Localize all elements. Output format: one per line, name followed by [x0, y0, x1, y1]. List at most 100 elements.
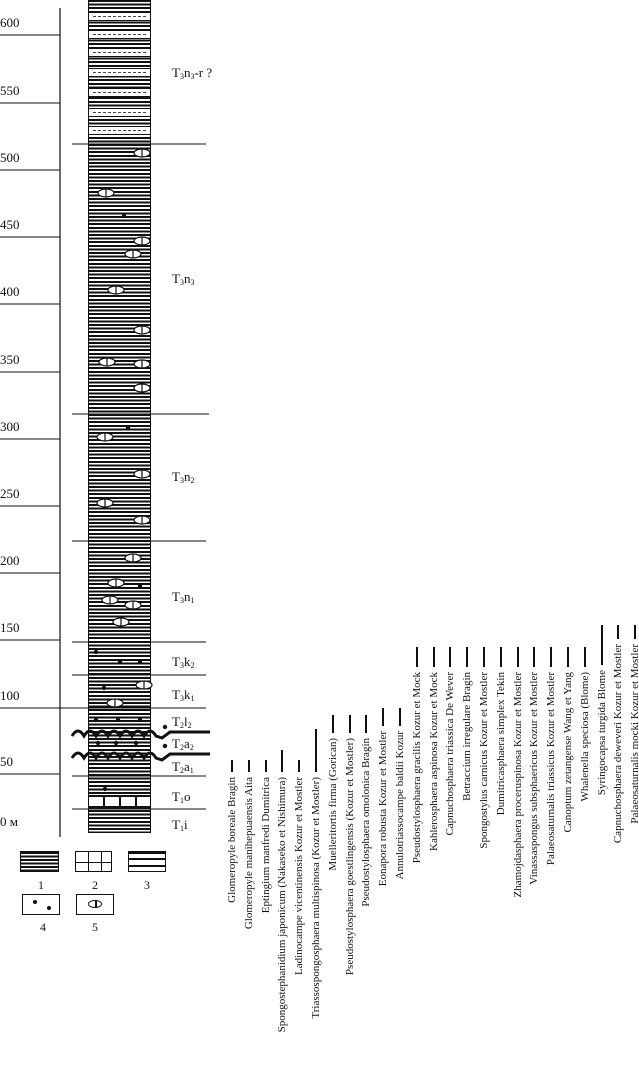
taxon-name: Vinassaspongus subsphaericus Kozur et Mo…: [528, 672, 541, 885]
legend-siltstone-pattern: [128, 851, 166, 872]
range-bar: [315, 729, 317, 772]
unit-label-t3n3: T3n3: [172, 272, 194, 289]
taxon-name: Eonapora robusta Kozur et Mostler: [377, 731, 390, 887]
siltstone-band: [89, 108, 150, 117]
unit-label-part: 1: [190, 596, 195, 605]
unit-label-part: -r ?: [194, 65, 213, 80]
unit-label-part: 2: [189, 743, 194, 752]
unit-label-part: 3: [190, 72, 195, 81]
depth-tick-label: 100: [0, 688, 20, 703]
taxon-name: Pseudostylosphaera goestlingensis (Kozur…: [343, 738, 356, 976]
depth-tick-label: 150: [0, 620, 20, 635]
siltstone-band: [89, 48, 150, 57]
unit-label-part: 3: [179, 596, 184, 605]
range-bar: [432, 647, 435, 667]
taxon-name: Pseudostylosphaera omolonica Bragin: [360, 738, 373, 907]
unit-label-part: T: [172, 736, 180, 751]
unit-label-t3n3-r: T3n3-r ?: [172, 66, 212, 83]
depth-tick-label: 0 м: [0, 814, 18, 829]
unconformity-line: [70, 751, 210, 762]
depth-tick-label: 400: [0, 284, 20, 299]
taxon-name: Syringocapsa turgida Blome: [595, 670, 608, 796]
unit-label-t2a2: T2a2: [172, 737, 194, 754]
range-bar: [466, 647, 469, 667]
legend-number: 3: [144, 878, 150, 892]
range-bar: [399, 708, 401, 726]
taxon-name: Pseudostylosphaera gracilis Kozur et Moc…: [410, 672, 423, 864]
range-bar: [533, 647, 536, 667]
taxon-name: Kahlerosphaera aspinosa Kozur et Mock: [427, 672, 440, 851]
depth-tick-label: 350: [0, 352, 20, 367]
range-bar: [516, 647, 519, 667]
dot-inclusion-icon: [121, 213, 127, 219]
unit-label-part: n: [183, 65, 191, 80]
unit-label-t2a1: T2a1: [172, 760, 194, 777]
range-bar: [617, 625, 620, 639]
range-bar: [550, 647, 553, 667]
unit-label-t3n2: T3n2: [172, 470, 194, 487]
unit-label-part: 1: [190, 694, 195, 703]
unit-label-part: 2: [179, 721, 184, 730]
dot-inclusion-icon: [137, 717, 143, 723]
unit-label-part: i: [183, 817, 188, 832]
dot-inclusion-icon: [137, 659, 143, 665]
range-bar: [365, 715, 368, 733]
taxon-name: Zhamojdasphaera proceruspinosa Kozur et …: [511, 672, 524, 898]
taxon-name: Canoptum zetangense Wang et Yang: [562, 672, 574, 833]
unit-label-part: 2: [179, 766, 184, 775]
unit-label-part: n: [183, 271, 191, 286]
range-bar: [600, 625, 603, 665]
unit-label-part: T: [172, 589, 180, 604]
taxon-name: Capnuchosphaera deweveri Kozur et Mostle…: [612, 644, 625, 844]
unit-label-part: 3: [190, 278, 195, 287]
unit-label-t3k2: T3k2: [172, 655, 194, 672]
legend-shale-pattern: [20, 851, 59, 872]
unit-label-part: 3: [179, 476, 184, 485]
dot-inclusion-icon: [125, 425, 131, 431]
depth-tick-label: 550: [0, 83, 20, 98]
siltstone-band: [89, 12, 150, 21]
legend-number: 1: [38, 878, 44, 892]
unit-label-part: T: [172, 654, 180, 669]
taxon-name: Capnuchosphaera triassica De Wever: [444, 672, 457, 836]
depth-tick-label: 250: [0, 486, 20, 501]
unit-label-part: 2: [179, 743, 184, 752]
unit-label-part: 3: [179, 278, 184, 287]
unit-label-part: 1: [189, 766, 194, 775]
taxon-name: Annulotriassocampe baldii Kozur: [394, 731, 406, 880]
siltstone-band: [89, 88, 150, 97]
taxon-name: Glomeropyle boreale Bragin: [226, 777, 238, 903]
depth-tick-label: 600: [0, 15, 20, 30]
unit-label-t3k1: T3k1: [172, 688, 194, 705]
unit-label-part: a: [183, 759, 190, 774]
legend-number: 4: [40, 920, 46, 934]
taxon-name: Dumitricasphaera simplex Tekin: [494, 672, 507, 816]
range-bar: [567, 647, 569, 667]
siltstone-band: [89, 126, 150, 135]
dot-inclusion-icon: [93, 649, 99, 655]
dot-inclusion-icon: [162, 724, 168, 730]
range-bar: [382, 708, 385, 726]
unit-label-part: n: [183, 469, 191, 484]
taxon-name: Palaeosaturnalis triassicus Kozur et Mos…: [545, 672, 558, 866]
range-bar: [348, 715, 351, 733]
range-bar: [264, 760, 267, 772]
dot-inclusion-icon: [133, 740, 139, 746]
dot-inclusion-icon: [101, 685, 107, 691]
dot-inclusion-icon: [115, 717, 121, 723]
taxon-name: Spongostephanidium japonicum (Nakaseko e…: [276, 777, 289, 1033]
range-bar: [281, 750, 284, 772]
range-bar: [415, 647, 418, 667]
unit-label-part: a: [183, 736, 190, 751]
unit-label-part: n: [183, 589, 191, 604]
range-bar: [583, 647, 586, 667]
legend-limestone-pattern: [75, 851, 112, 872]
dot-icon: [47, 906, 51, 910]
unit-label-part: 1: [179, 824, 184, 833]
stratigraphic-column: [88, 0, 151, 833]
dot-inclusion-icon: [113, 740, 119, 746]
legend-radiolaria-pattern: [76, 894, 114, 915]
unit-label-part: T: [172, 271, 180, 286]
range-bar: [331, 715, 334, 733]
dot-inclusion-icon: [137, 583, 143, 589]
